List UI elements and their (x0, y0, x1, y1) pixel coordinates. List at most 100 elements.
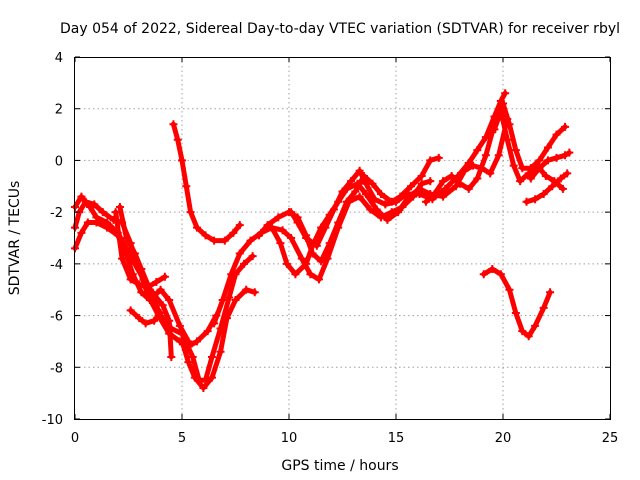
data-point (464, 159, 473, 168)
data-point (439, 177, 448, 186)
data-point (192, 223, 201, 232)
axis-layer (74, 57, 611, 420)
data-point (160, 272, 169, 281)
data-point (441, 184, 450, 193)
data-point (518, 327, 527, 336)
series-trace (179, 287, 258, 391)
data-point (439, 192, 448, 201)
data-point (473, 146, 482, 155)
data-point (229, 228, 238, 237)
x-tick-label: 5 (178, 431, 186, 446)
data-point (312, 241, 321, 250)
data-point (481, 151, 490, 160)
data-point (392, 197, 400, 206)
data-point (135, 314, 144, 323)
data-point (150, 316, 159, 325)
data-point (231, 296, 240, 305)
data-point (156, 308, 165, 317)
data-point (126, 275, 135, 284)
data-point (362, 179, 371, 188)
data-point (546, 288, 555, 297)
data-point (509, 161, 518, 170)
data-point (372, 205, 381, 214)
data-point (552, 153, 561, 162)
data-point (548, 182, 557, 191)
series-track-14 (490, 107, 567, 193)
x-tick-label: 10 (281, 431, 298, 446)
data-point (207, 352, 216, 361)
data-point (130, 249, 139, 258)
data-point (342, 197, 351, 206)
data-point (287, 208, 296, 217)
data-point (302, 234, 311, 242)
series-layer (71, 89, 574, 392)
data-point (227, 270, 236, 279)
data-point (317, 257, 326, 266)
y-tick-label: -2 (50, 206, 63, 221)
data-point (220, 236, 229, 245)
data-point (464, 184, 473, 193)
data-point (240, 259, 249, 268)
plot-frame (74, 57, 611, 420)
data-point (145, 285, 154, 294)
data-point (434, 153, 443, 162)
data-point (178, 156, 186, 165)
data-point (302, 259, 311, 268)
data-point (338, 187, 347, 196)
data-point (77, 228, 86, 237)
data-point (381, 200, 390, 209)
data-point (178, 337, 186, 346)
data-point (558, 184, 567, 193)
data-point (210, 236, 219, 245)
data-point (235, 249, 244, 258)
data-point (111, 208, 120, 217)
data-point (535, 156, 544, 165)
data-point (516, 177, 525, 186)
y-tick-label: 0 (55, 154, 63, 169)
y-tick-label: -10 (42, 413, 63, 428)
data-point (314, 275, 323, 284)
data-point (501, 89, 510, 98)
data-point (190, 373, 199, 382)
data-point (377, 190, 386, 199)
series-track-10 (267, 115, 512, 279)
data-point (293, 218, 302, 227)
data-point (242, 285, 251, 294)
x-tick-label: 0 (71, 431, 79, 446)
series-track-6 (126, 306, 165, 328)
data-point (347, 177, 356, 186)
data-point (135, 280, 144, 289)
data-point (535, 164, 544, 173)
data-point (77, 192, 86, 201)
x-tick-label: 20 (495, 431, 512, 446)
data-point (531, 321, 540, 330)
data-point (561, 151, 570, 160)
data-point (182, 182, 191, 191)
data-point (539, 303, 548, 312)
data-point (85, 202, 94, 211)
data-point (383, 215, 392, 224)
data-point (306, 270, 315, 279)
y-tick-label: -6 (50, 310, 63, 325)
data-point (531, 195, 540, 204)
data-point (287, 234, 296, 242)
data-point (556, 174, 565, 183)
data-point (210, 319, 219, 328)
data-point (394, 208, 403, 217)
data-point (565, 148, 574, 157)
data-point (207, 373, 216, 382)
series-trace (491, 108, 566, 192)
data-point (503, 135, 512, 144)
data-point (263, 221, 272, 230)
data-point (552, 130, 561, 139)
data-point (447, 171, 456, 180)
data-point (246, 236, 255, 245)
x-tick-label: 25 (602, 431, 619, 446)
data-point (83, 218, 92, 227)
series-track-15 (522, 169, 572, 206)
x-tick-label: 15 (388, 431, 405, 446)
data-point (225, 293, 234, 302)
data-point (524, 332, 533, 341)
series-track-16 (526, 148, 574, 183)
